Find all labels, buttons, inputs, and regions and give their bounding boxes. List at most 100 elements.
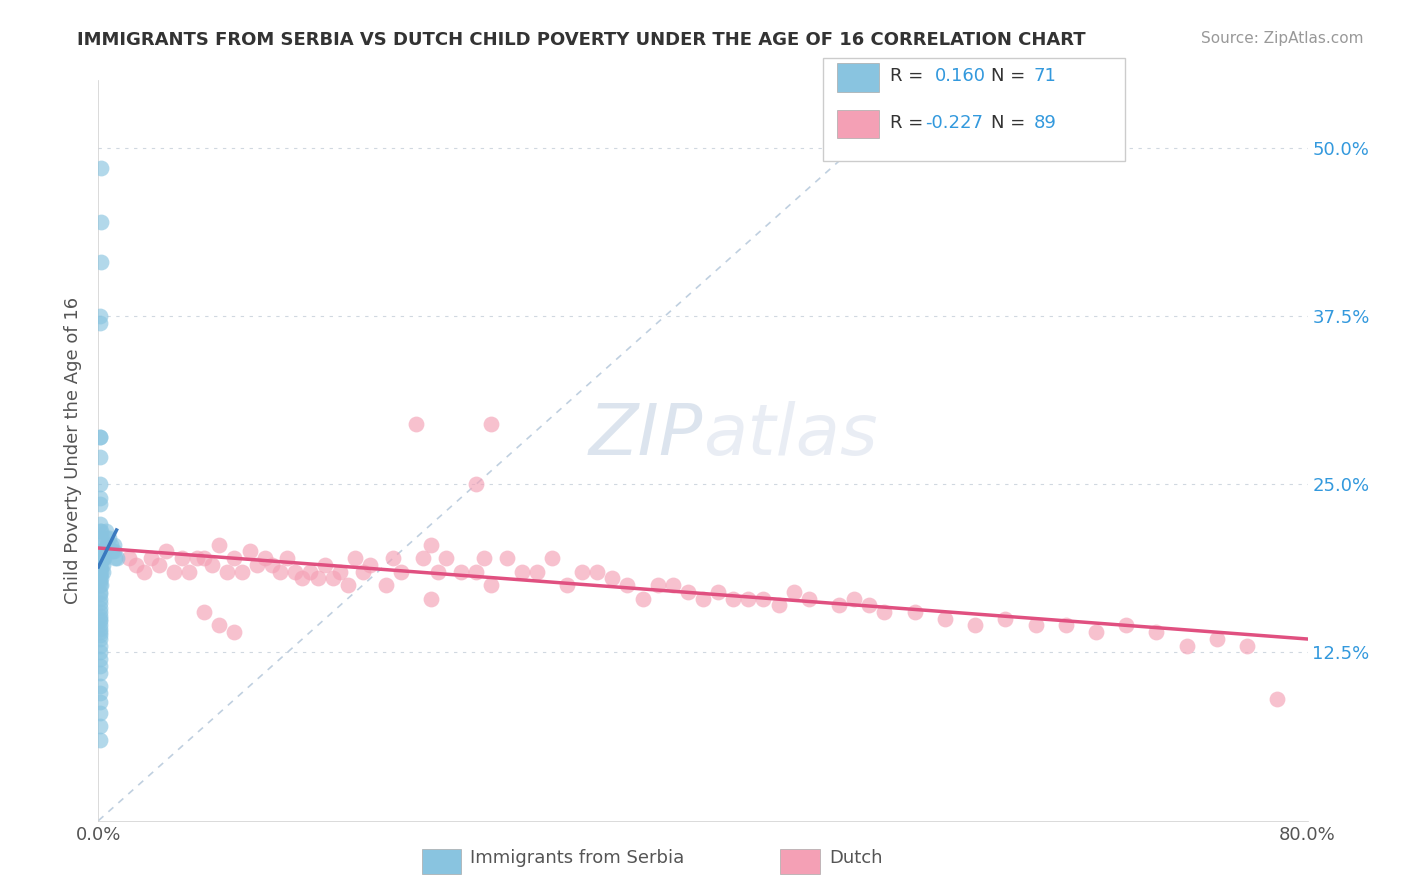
Point [100,538,122,552]
Point [405,417,427,431]
Point [89,316,111,330]
Point [89,625,111,640]
Point [179,565,201,579]
Point [434,551,457,566]
Point [91,565,114,579]
Point [465,565,488,579]
Point [412,551,434,566]
Point [89,695,111,709]
Point [783,584,806,599]
Point [707,584,730,599]
Point [89,618,111,632]
Point [193,551,215,566]
Point [239,544,262,558]
Point [224,625,246,640]
Point [336,578,359,592]
Point [1236,639,1258,653]
Point [510,565,533,579]
Point [89,601,111,615]
Point [89,555,111,569]
Point [201,558,224,572]
Point [352,565,374,579]
Point [90,578,112,592]
Point [89,623,111,637]
Point [1024,618,1046,632]
Point [934,612,956,626]
Point [155,544,177,558]
Point [89,309,111,323]
Point [616,578,638,592]
Point [360,558,382,572]
Point [163,565,186,579]
Point [602,571,624,585]
Text: atlas: atlas [703,401,877,470]
Point [994,612,1017,626]
Point [89,551,111,566]
Point [98,531,121,545]
Point [253,551,276,566]
Point [1054,618,1077,632]
Point [768,599,790,613]
Point [89,584,111,599]
Point [89,658,111,673]
Text: 0.160: 0.160 [935,67,986,85]
Point [904,605,927,619]
Point [89,609,111,624]
Point [495,551,517,566]
Point [965,618,987,632]
Point [89,477,111,491]
Point [90,571,112,585]
Point [94,531,117,545]
Point [89,491,111,505]
Point [89,605,111,619]
Point [103,544,125,558]
Text: IMMIGRANTS FROM SERBIA VS DUTCH CHILD POVERTY UNDER THE AGE OF 16 CORRELATION CH: IMMIGRANTS FROM SERBIA VS DUTCH CHILD PO… [77,31,1085,49]
Point [420,591,443,606]
Point [481,417,503,431]
Point [246,558,269,572]
Point [101,544,124,558]
Point [89,628,111,642]
Point [692,591,714,606]
Point [329,565,352,579]
Point [90,214,112,228]
Point [89,665,111,680]
Point [89,645,111,659]
Text: Source: ZipAtlas.com: Source: ZipAtlas.com [1201,31,1364,46]
Point [427,565,450,579]
Point [284,565,307,579]
Point [148,558,170,572]
Text: -0.227: -0.227 [925,114,983,132]
Point [89,732,111,747]
Point [858,599,880,613]
Point [90,524,112,539]
Point [90,255,112,269]
Point [91,551,114,566]
Point [481,578,503,592]
Point [89,524,111,539]
Point [844,591,866,606]
Point [186,551,208,566]
Point [89,632,111,646]
Point [291,571,314,585]
Point [89,544,111,558]
Point [103,538,125,552]
Point [89,652,111,666]
Point [1144,625,1167,640]
Point [89,639,111,653]
Point [465,477,488,491]
Point [89,517,111,532]
Text: 89: 89 [1033,114,1056,132]
Point [1115,618,1137,632]
Point [90,531,112,545]
Point [224,551,246,566]
Point [89,574,111,588]
Point [737,591,759,606]
Point [90,551,112,566]
Point [89,686,111,700]
Point [96,538,118,552]
Point [89,591,111,606]
Point [540,551,562,566]
Point [1085,625,1108,640]
Text: R =: R = [890,114,924,132]
